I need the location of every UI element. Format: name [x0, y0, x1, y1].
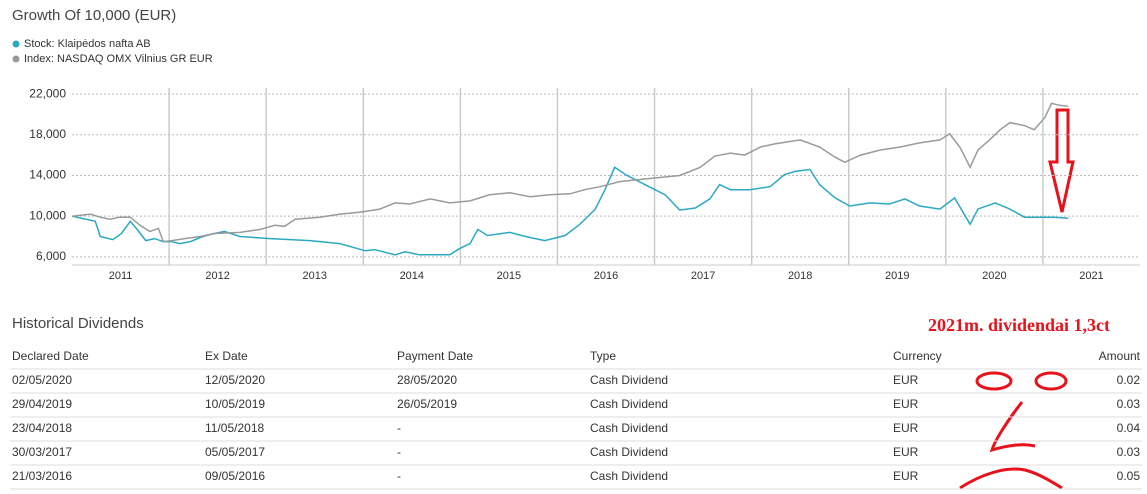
table-cell: 30/03/2017 — [12, 445, 72, 459]
x-tick-label: 2015 — [497, 270, 521, 282]
y-tick-label: 14,000 — [29, 168, 66, 182]
x-tick-label: 2020 — [982, 270, 1006, 282]
x-tick-label: 2018 — [788, 270, 812, 282]
table-cell: 12/05/2020 — [205, 373, 265, 387]
annotation: 2021m. dividendai 1,3ct — [928, 315, 1110, 335]
y-tick-label: 10,000 — [29, 208, 66, 222]
x-tick-label: 2013 — [302, 270, 326, 282]
table-cell: EUR — [893, 469, 919, 483]
table-cell: Cash Dividend — [590, 373, 668, 387]
table-cell: 0.02 — [1117, 373, 1141, 387]
table-cell: 02/05/2020 — [12, 373, 72, 387]
x-tick-label: 2017 — [691, 270, 715, 282]
y-tick-label: 18,000 — [29, 127, 66, 141]
table-cell: 05/05/2017 — [205, 445, 265, 459]
column-header: Currency — [893, 349, 942, 363]
x-tick-label: 2012 — [205, 270, 229, 282]
column-header: Type — [590, 349, 616, 363]
table-cell: 29/04/2019 — [12, 397, 72, 411]
table-cell: - — [397, 469, 401, 483]
table-cell: 10/05/2019 — [205, 397, 265, 411]
red-eye — [975, 371, 1013, 391]
table-cell: 23/04/2018 — [12, 421, 72, 435]
table-title: Historical Dividends — [12, 315, 144, 332]
legend-marker — [12, 40, 20, 48]
y-tick-label: 22,000 — [29, 86, 66, 100]
red-arrow — [1048, 108, 1075, 213]
table-cell: - — [397, 445, 401, 459]
legend-label: Stock: Klaipėdos nafta AB — [24, 38, 151, 50]
x-tick-label: 2011 — [109, 270, 133, 282]
legend-marker — [12, 55, 20, 63]
x-tick-label: 2019 — [885, 270, 909, 282]
hand-drawing — [959, 108, 1075, 490]
table-cell: 28/05/2020 — [397, 373, 457, 387]
red-mouth — [959, 467, 1063, 490]
series-line — [71, 102, 1069, 243]
table-cell: 0.03 — [1117, 397, 1141, 411]
red-nose — [989, 401, 1036, 453]
table-cell: Cash Dividend — [590, 397, 668, 411]
table-cell: 21/03/2016 — [12, 469, 72, 483]
table-cell: 11/05/2018 — [205, 421, 264, 435]
table-cell: 26/05/2019 — [397, 397, 457, 411]
column-header: Amount — [1099, 349, 1141, 363]
column-header: Declared Date — [12, 349, 89, 363]
red-eye — [1034, 371, 1068, 391]
table-cell: 0.03 — [1117, 445, 1141, 459]
table-cell: EUR — [893, 397, 919, 411]
column-header: Payment Date — [397, 349, 473, 363]
x-tick-label: 2016 — [594, 270, 618, 282]
y-tick-label: 6,000 — [36, 249, 66, 263]
table-cell: EUR — [893, 445, 919, 459]
table-cell: EUR — [893, 373, 919, 387]
table-cell: 09/05/2016 — [205, 469, 265, 483]
table-cell: 0.04 — [1117, 421, 1141, 435]
table-cell: EUR — [893, 421, 919, 435]
table-cell: Cash Dividend — [590, 421, 668, 435]
legend-label: Index: NASDAQ OMX Vilnius GR EUR — [24, 53, 213, 65]
x-tick-label: 2014 — [400, 270, 424, 282]
x-tick-label: 2021 — [1079, 270, 1103, 282]
column-header: Ex Date — [205, 349, 248, 363]
chart-title: Growth Of 10,000 (EUR) — [12, 7, 176, 24]
table-cell: - — [397, 421, 401, 435]
series-line — [71, 166, 1069, 256]
table-cell: 0.05 — [1117, 469, 1141, 483]
table-cell: Cash Dividend — [590, 445, 668, 459]
table-cell: Cash Dividend — [590, 469, 668, 483]
